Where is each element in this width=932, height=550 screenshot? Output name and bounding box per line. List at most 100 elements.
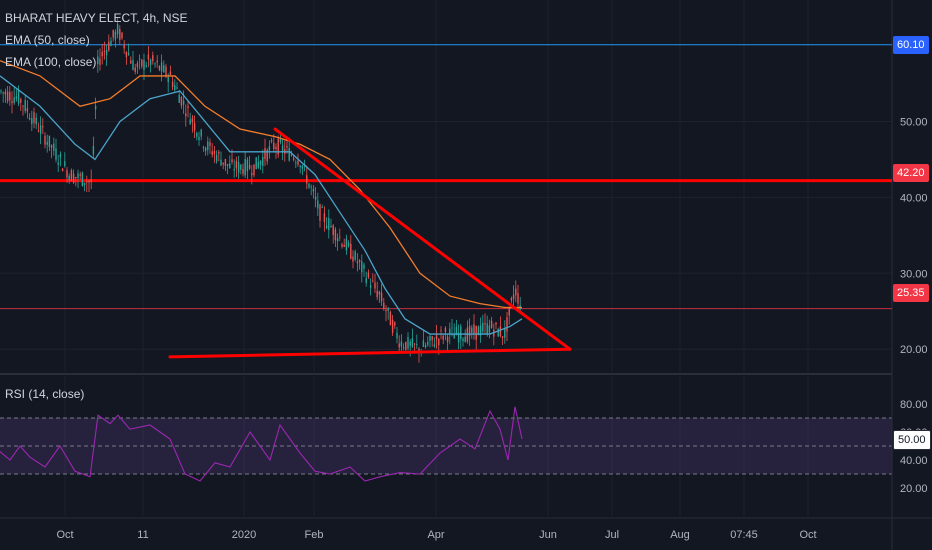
symbol-title[interactable]: BHARAT HEAVY ELECT, 4h, NSE [5,11,188,25]
candle-body [257,162,260,168]
candle-body [253,164,255,176]
candle-body [319,204,321,221]
time-axis-tick: Apr [427,529,444,541]
ema-100-legend[interactable]: EMA (100, close) [5,55,97,69]
candle-body [512,294,515,299]
candle-body [424,345,427,348]
candle-body [268,146,271,151]
rsi-axis-tick: 20.00 [900,483,928,495]
candle-body [24,100,26,111]
time-axis-tick: Jun [539,529,557,541]
candle-body [273,142,275,150]
candle-body [147,54,150,60]
rsi-50-tag: 50.00 [893,430,931,450]
candle-body [215,154,218,162]
price-axis-labels[interactable]: 50.00 40.00 30.00 20.00 [900,116,928,356]
candle-body [484,323,486,325]
candle-body [376,290,378,298]
rsi-legend[interactable]: RSI (14, close) [5,387,85,401]
candle-body [50,145,53,148]
candle-body [479,325,482,336]
candle-body [482,322,484,332]
candle-body [101,51,103,57]
candle-body [213,150,216,154]
candle-body [310,186,312,188]
candle-body [240,164,242,170]
candle-body [325,225,328,228]
candle-body [6,91,9,102]
candle-body [398,343,400,348]
candle-body [119,28,121,40]
candle-body [174,85,176,90]
time-axis-tick: Jul [605,529,619,541]
ema-50-legend[interactable]: EMA (50, close) [5,33,90,47]
candle-body [486,323,488,335]
candle-body [237,162,240,173]
candle-body [473,324,475,334]
candle-body [422,340,425,347]
candle-body [277,138,279,155]
candle-body [367,272,370,278]
candle-body [266,149,268,162]
last-price-tag: 25.35 [893,284,929,302]
candle-body [165,66,167,76]
candle-body [200,129,202,137]
candle-body [323,213,326,222]
candle-body [156,60,158,63]
candle-body [343,244,345,248]
candle-body [400,341,403,347]
candle-body [121,32,123,39]
candle-body [301,165,304,169]
candle-body [295,162,297,164]
candle-body [88,180,90,183]
candle-body [141,59,143,67]
candle-body [369,285,372,288]
candle-body [68,175,70,181]
candle-body [90,179,92,182]
candle-body [136,63,139,68]
candle-body [297,160,299,165]
candle-body [35,117,37,125]
candle-body [497,328,499,337]
candle-body [20,99,22,103]
candle-body [363,264,365,269]
candle-body [488,325,491,333]
candle-body [350,243,352,259]
candle-body [26,108,29,112]
candle-body [64,161,66,167]
candle-body [336,238,339,242]
candle-body [158,66,161,70]
candle-body [444,327,447,333]
trendline-descending[interactable] [273,127,572,351]
candle-body [356,261,359,264]
time-axis-tick: Oct [56,529,73,541]
candle-body [352,256,354,262]
candle-body [411,338,414,347]
candle-body [270,140,273,142]
candle-body [134,67,136,72]
candle-body [220,159,222,166]
candle-body [358,260,361,262]
candle-body [429,335,431,341]
candle-body [79,174,81,176]
time-axis-labels[interactable]: Oct 11 2020 Feb Apr Jun Jul Aug 07:45 Oct [56,529,816,541]
trendlines[interactable] [168,127,572,359]
candle-body [110,40,112,47]
trendline-ascending-support[interactable] [168,347,572,359]
candle-body [460,326,462,340]
candle-body [244,159,246,176]
candle-body [374,282,376,289]
candle-body [83,182,86,185]
rsi-series-line [0,406,523,482]
candle-body [145,65,147,67]
candle-body [152,55,154,62]
ema-lines [0,60,523,335]
candle-body [226,164,229,166]
candle-body [292,157,295,160]
candle-body [39,125,42,134]
candle-body [31,118,33,125]
candle-body [169,71,172,75]
candle-body [308,183,310,188]
candle-body [501,336,504,338]
